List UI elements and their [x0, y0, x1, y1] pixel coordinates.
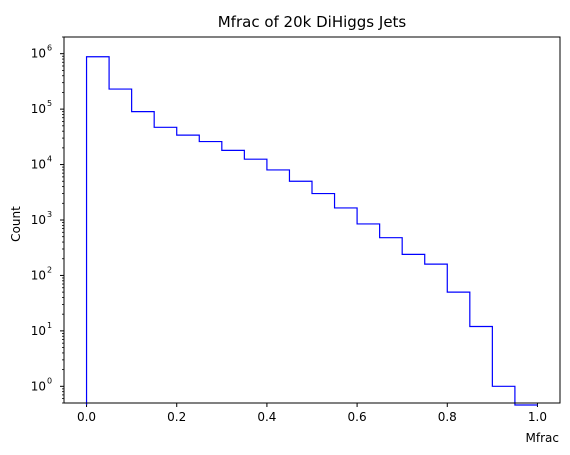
histogram-bin [109, 89, 132, 403]
histogram-bin [267, 170, 290, 403]
y-tick-exponent: 0 [47, 376, 52, 385]
x-tick-label: 1.0 [528, 410, 547, 424]
y-axis-label: Count [9, 206, 23, 242]
y-tick-label: 10 [31, 158, 46, 172]
histogram-bin [312, 194, 335, 403]
histogram-bin [492, 386, 515, 403]
y-tick-label: 10 [31, 268, 46, 282]
histogram-bin [425, 264, 448, 403]
histogram-bin [447, 292, 470, 403]
y-tick-exponent: 5 [47, 99, 52, 108]
histogram-step-line [85, 56, 538, 406]
histogram-bin [154, 127, 177, 403]
histogram-bin [177, 135, 200, 403]
x-tick-label: 0.2 [167, 410, 186, 424]
histogram-bin [222, 150, 245, 403]
y-tick-exponent: 2 [47, 265, 52, 274]
histogram-bin [470, 326, 493, 403]
histogram-bin [289, 181, 312, 403]
histogram-bin [357, 224, 380, 403]
histogram-bin [402, 254, 425, 403]
plot-area-frame [63, 36, 561, 404]
x-tick-label: 0.4 [257, 410, 276, 424]
y-tick-label: 10 [31, 47, 46, 61]
chart-title: Mfrac of 20k DiHiggs Jets [218, 13, 407, 31]
histogram-bin [199, 142, 222, 403]
y-tick-exponent: 1 [47, 321, 52, 330]
x-tick-label: 0.6 [348, 410, 367, 424]
y-tick-label: 10 [31, 379, 46, 393]
y-tick-label: 10 [31, 102, 46, 116]
y-tick-label: 10 [31, 213, 46, 227]
histogram-bin [244, 159, 267, 403]
y-tick-exponent: 6 [47, 44, 52, 53]
x-tick-label: 0.8 [438, 410, 457, 424]
x-axis-label: Mfrac [526, 431, 559, 445]
histogram-bin [335, 208, 358, 403]
histogram-bin [380, 238, 403, 403]
y-tick-exponent: 3 [47, 210, 52, 219]
histogram-bin [132, 112, 155, 403]
y-tick-exponent: 4 [47, 155, 52, 164]
y-tick-label: 10 [31, 324, 46, 338]
histogram-bin [87, 57, 110, 403]
x-tick-label: 0.0 [77, 410, 96, 424]
plot-layer [85, 56, 538, 406]
